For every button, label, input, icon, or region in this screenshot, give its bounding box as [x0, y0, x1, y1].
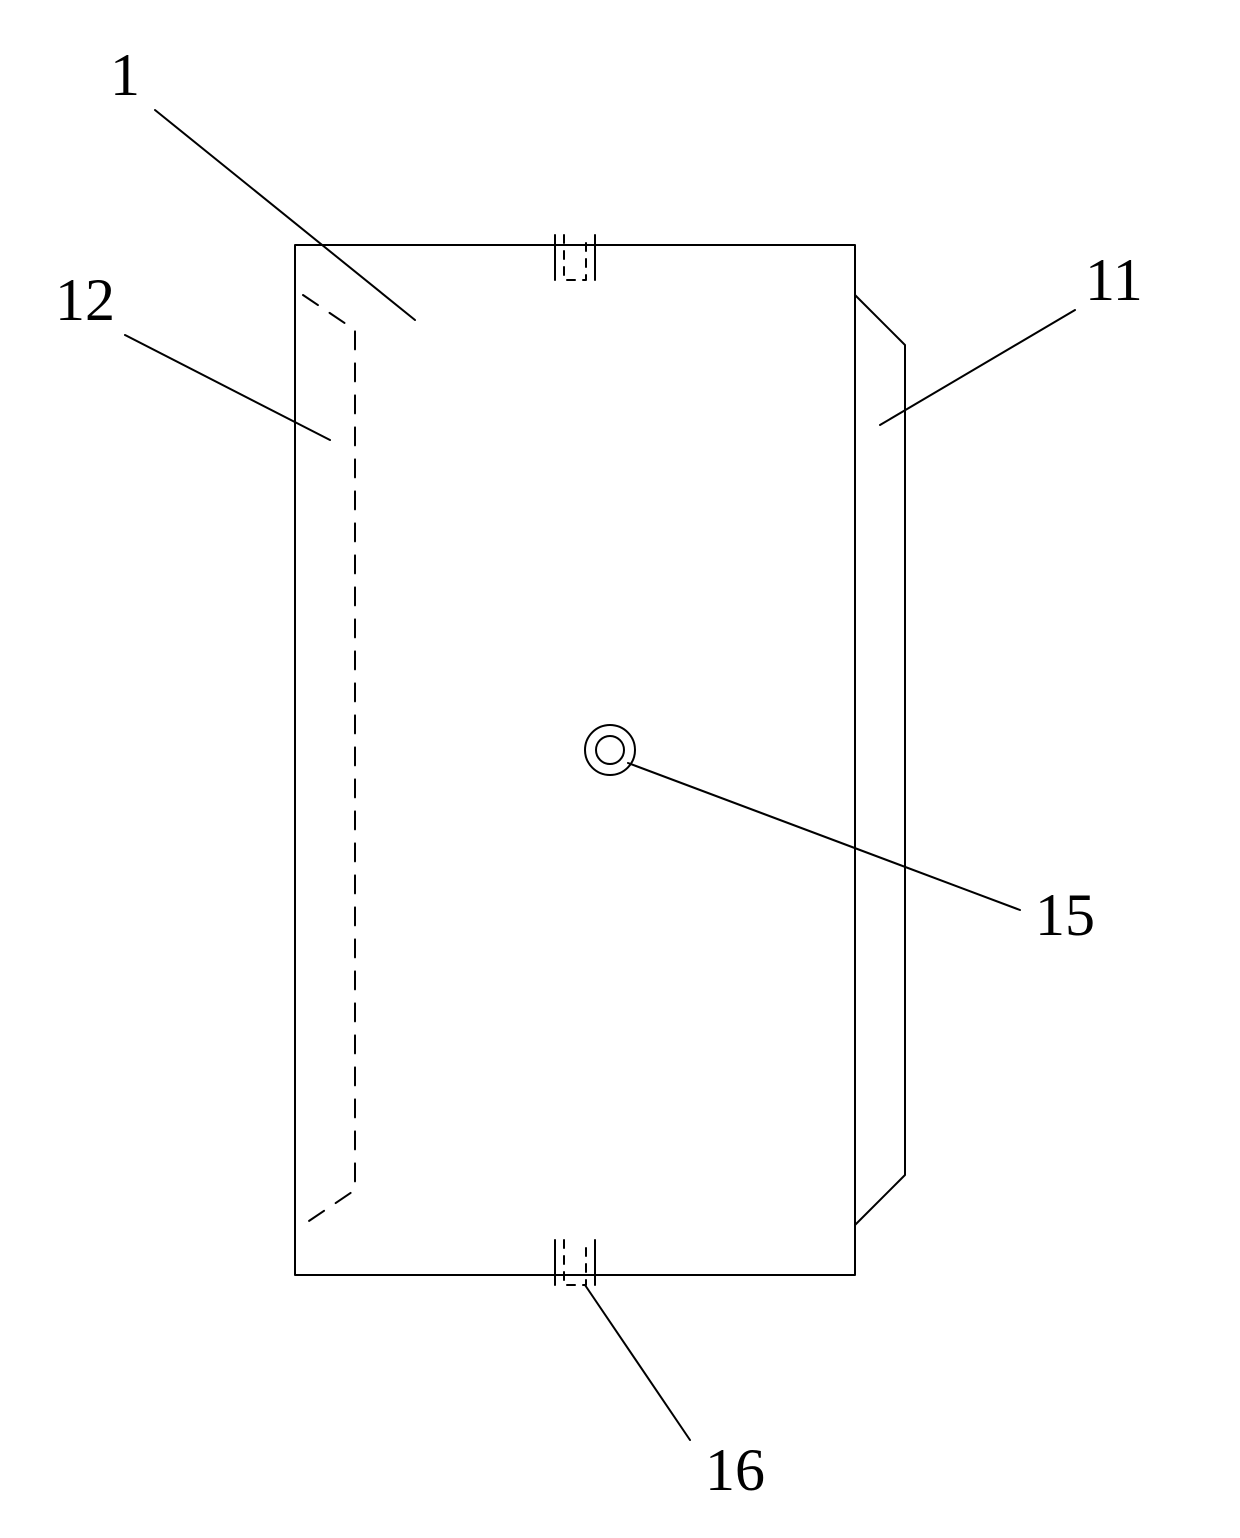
label-l11: 11: [1085, 247, 1143, 313]
leader-l15: [628, 763, 1020, 910]
center-ring-outer: [585, 725, 635, 775]
label-l16: 16: [705, 1437, 765, 1503]
leader-l12: [125, 335, 330, 440]
leader-l16: [585, 1285, 690, 1440]
label-l15: 15: [1035, 882, 1095, 948]
bottom-notch-inner: [564, 1240, 586, 1285]
label-l12: 12: [55, 267, 115, 333]
leader-l1: [155, 110, 415, 320]
left-hidden-flap: [303, 295, 355, 1225]
right-flap: [855, 295, 905, 1225]
leader-l11: [880, 310, 1075, 425]
center-ring-inner: [596, 736, 624, 764]
top-notch-inner: [564, 235, 586, 280]
main-body: [295, 245, 855, 1275]
label-l1: 1: [110, 42, 140, 108]
